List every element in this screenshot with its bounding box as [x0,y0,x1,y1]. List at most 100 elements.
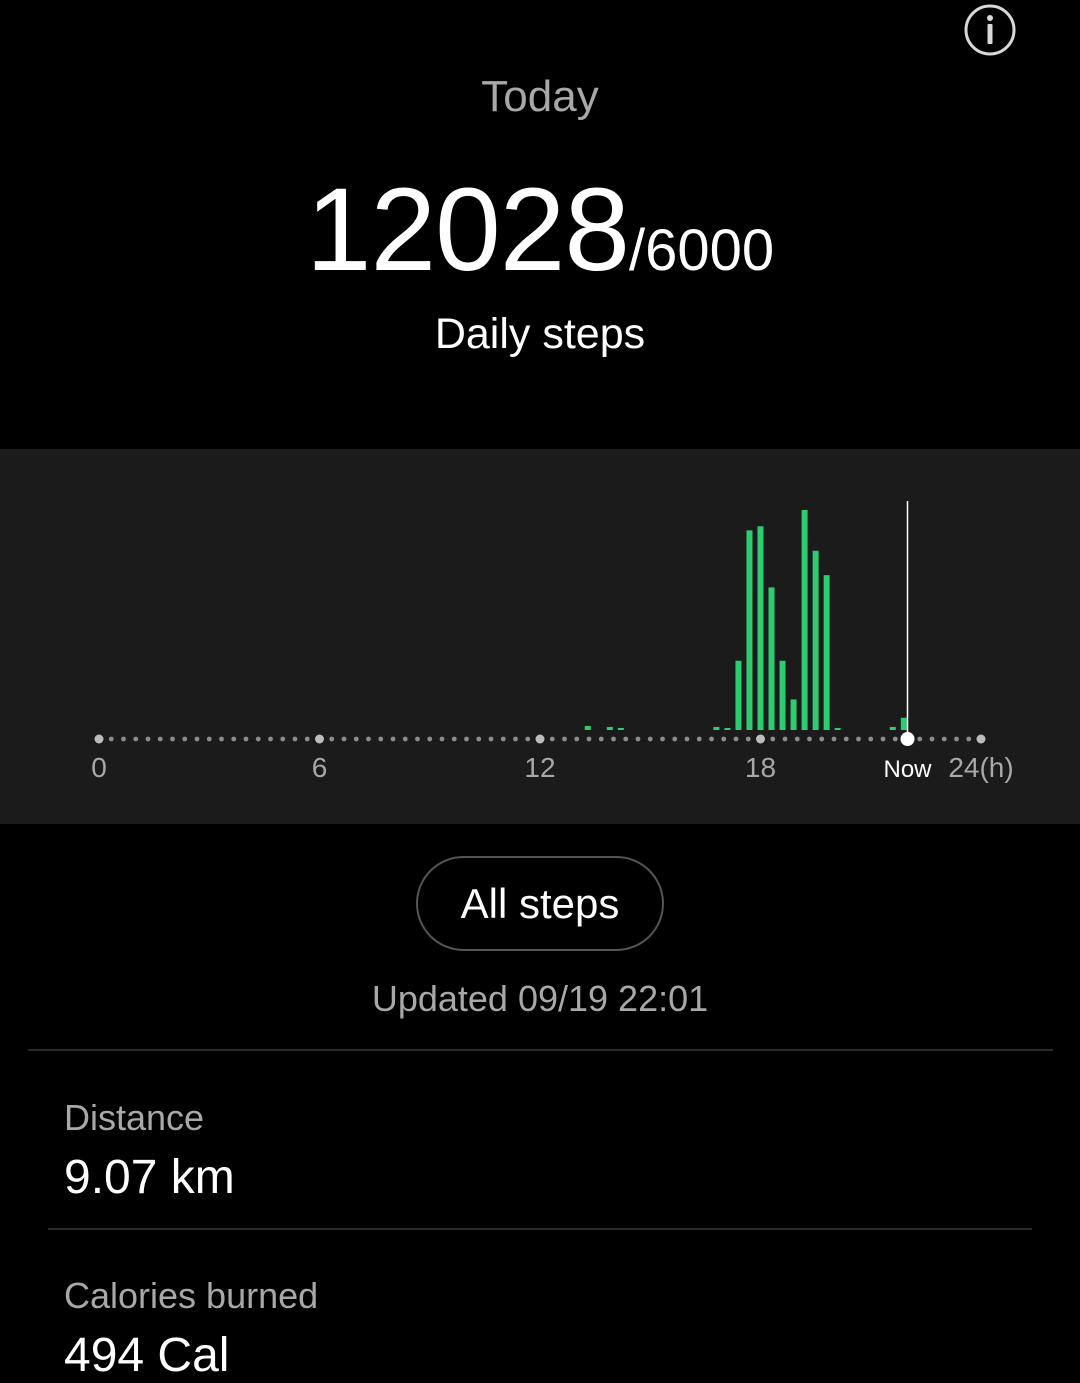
axis-major-dot [535,734,545,744]
axis-dot [513,736,518,742]
axis-major-dot [756,734,765,744]
axis-dot [647,736,653,742]
axis-dot [733,736,739,742]
axis-dot [427,736,433,742]
axis-dot [476,736,482,742]
axis-dot [709,736,714,742]
axis-dot [268,736,273,742]
axis-dot [598,736,604,742]
axis-dot [880,736,886,742]
axis-dot [488,736,494,742]
bar [900,717,907,730]
hourly-steps-chart: 0 6 12 18 Now 24(h) [0,449,1080,824]
axis-dot [219,736,224,742]
axis-dot [206,736,212,742]
axis-dot [439,736,445,742]
axis-dot [451,736,457,742]
bar [834,727,841,730]
axis-dot [329,736,335,742]
axis-dot [255,736,261,742]
bar [617,727,624,730]
axis-dot [500,736,506,742]
axis-dot [635,736,641,742]
axis-dot [623,736,629,742]
steps-summary: 12028/6000 [0,162,1080,298]
axis-dot [525,736,531,742]
now-marker [900,732,915,746]
page-title: Today [481,72,599,121]
axis-dot [292,736,298,742]
axis-dot [182,736,188,742]
now-tick-label: Now [883,756,932,783]
axis-dot [917,736,923,742]
axis-dot [929,736,935,742]
all-steps-button[interactable]: All steps [416,856,664,951]
axis-dot [941,736,947,742]
axis-dot [782,736,788,742]
axis-dot [562,736,567,742]
axis-dot [157,736,163,742]
axis-dot [378,736,384,742]
bar [757,526,764,730]
axis-dot [745,736,751,742]
axis-dot [390,736,396,742]
axis-dot [170,736,175,742]
x-tick-label: 24(h) [948,752,1013,783]
distance-value: 9.07 km [64,1151,235,1204]
axis-dot [831,736,837,742]
axis-dot [194,736,200,742]
bar [735,660,742,730]
axis-dot [794,736,800,742]
axis-dot [843,736,849,742]
steps-goal: /6000 [628,218,775,283]
axis-dot [402,736,408,742]
axis-dot [145,736,151,742]
axis-major-dot [94,734,104,744]
bar [713,726,720,730]
axis-dot [121,736,126,742]
axis-dot [721,736,727,742]
axis-dot [807,736,812,742]
updated-timestamp: Updated 09/19 22:01 [371,978,709,1019]
distance-label: Distance [64,1097,205,1138]
bar [779,660,786,730]
axis-dot [696,736,702,742]
bar [724,727,731,730]
axis-dot [353,736,359,742]
axis-dot [366,736,371,742]
axis-dot [966,736,972,742]
bar [812,550,819,730]
x-tick-label: 0 [91,752,107,783]
axis-dot [574,736,580,742]
bar [768,587,775,730]
divider [48,1228,1032,1230]
x-tick-label: 12 [524,752,555,783]
axis-dot [464,736,469,742]
bar [584,725,591,730]
axis-dot [660,736,665,742]
axis-dot [868,736,874,742]
bar [746,530,753,730]
axis-dot [549,736,555,742]
divider [28,1049,1053,1051]
axis-dot [770,736,776,742]
x-tick-label: 6 [312,752,328,783]
axis-major-dot [315,734,324,744]
axis-dot [856,736,861,742]
x-tick-label: 18 [745,752,776,783]
axis-dot [954,736,959,742]
axis-dot [586,736,592,742]
axis-dot [133,736,139,742]
axis-dot [415,736,420,742]
info-icon[interactable] [964,4,1016,56]
bar [606,726,613,730]
axis-dot [231,736,237,742]
axis-dot [108,736,114,742]
axis-dot [341,736,347,742]
axis-dot [243,736,249,742]
bar [823,575,830,730]
calories-value: 494 Cal [64,1329,230,1382]
bar [790,699,797,730]
axis-dot [611,736,616,742]
bar [801,510,808,730]
